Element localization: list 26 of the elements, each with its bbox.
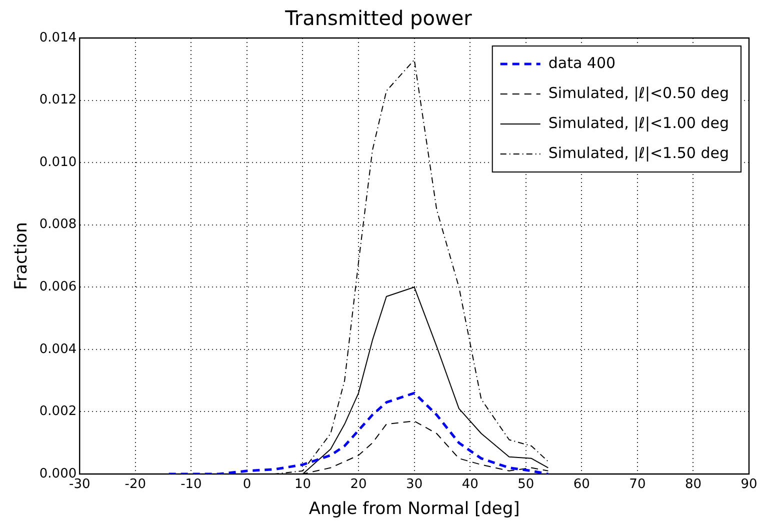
y-tick-label: 0.014 [39,30,77,46]
x-axis-title: Angle from Normal [deg] [308,499,520,520]
y-tick-label: 0.008 [39,217,77,232]
x-tick-label: 0 [242,477,252,492]
x-tick-label: 40 [462,477,478,492]
y-tick-label: 0.012 [39,92,77,108]
x-tick-label: 30 [406,477,423,492]
x-tick-label: -20 [124,477,146,492]
legend-label: data 400 [548,54,616,72]
y-tick-label: 0.006 [39,280,77,295]
x-tick-label: -10 [180,477,202,492]
x-tick-label: 50 [518,477,534,492]
x-tick-label: 10 [294,477,312,492]
x-tick-label: 20 [350,477,367,492]
legend-label: Simulated, |ℓ|<1.00 deg [548,114,730,132]
chart-title: Transmitted power [284,6,473,30]
legend-label: Simulated, |ℓ|<1.50 deg [548,144,730,162]
x-tick-label: 70 [629,477,646,492]
x-tick-label: 80 [684,477,702,492]
x-tick-label: 90 [740,477,758,492]
y-tick-label: 0.002 [39,404,77,420]
y-tick-label: 0.004 [39,342,77,357]
x-tick-label: 60 [573,477,590,492]
y-tick-label: 0.010 [39,154,77,170]
legend-label: Simulated, |ℓ|<0.50 deg [548,84,730,102]
y-axis-title: Fraction [12,222,32,290]
